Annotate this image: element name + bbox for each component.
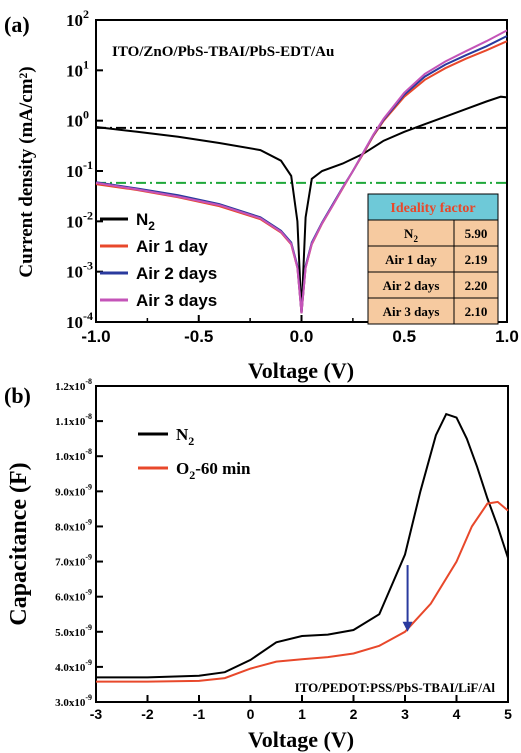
table-row-value: 2.20 [465,278,488,293]
series-line-1 [96,500,509,683]
panel-a-label: (a) [4,12,30,37]
y-tick-label: 6.0x10-9 [55,588,92,604]
x-tick-label: 5 [504,706,512,722]
y-tick-label: 1.2x10-8 [55,377,92,393]
x-tick-label: 2 [350,706,358,722]
y-tick-label: 10-4 [66,309,93,332]
panel-b-x-axis-label: Voltage (V) [248,727,354,752]
y-tick-label: 10-2 [66,208,93,231]
y-tick-label: 1.0x10-8 [55,447,92,463]
y-tick-label: 10-3 [66,259,93,282]
panel-a-y-axis-label: Current density (mA/cm²) [16,66,37,277]
legend-label: Air 3 days [136,291,217,310]
legend-label: Air 1 day [136,237,208,256]
x-tick-label: 1 [298,706,306,722]
panel-b-legend: N2 O2-60 min [138,425,251,482]
panel-b-device-annotation: ITO/PEDOT:PSS/PbS-TBAI/LiF/Al [295,680,496,695]
panel-b-y-axis-label: Capacitance (F) [6,462,32,625]
panel-a-y-ticks: 10-4 10-3 10-2 10-1 100 101 102 [66,7,103,332]
panel-a: (a) -1.0 -0.5 0.0 0.5 1.0 10-410-310-210-110… [4,7,519,383]
x-tick-label: 4 [453,706,461,722]
panel-a-reference-lines [96,126,507,184]
table-label-cell [367,245,455,273]
panel-b: (b) -3 -2 -1 0 1 2 3 4 5 3.0x10-9 4.0x10-9 5.0x10-… [4,377,512,752]
x-tick-label: 1.0 [495,327,519,346]
panel-a-x-ticks: -1.0 -0.5 0.0 0.5 1.0 [81,315,519,346]
panel-a-x-axis-label: Voltage (V) [248,358,354,383]
x-tick-label: 0 [247,706,255,722]
x-tick-label: -1 [193,706,206,722]
table-row-value: 2.10 [465,304,488,319]
series-line-0 [95,95,508,314]
table-label-cell [367,297,455,325]
x-tick-label: -3 [90,706,103,722]
x-tick-label: 0.5 [392,327,416,346]
table-header-cell [367,193,499,221]
y-tick-label: 3.0x10-9 [55,693,92,709]
table-row-label: N2 [404,226,418,244]
panel-b-y-ticks: 3.0x10-9 4.0x10-9 5.0x10-9 6.0x10-9 7.0x10-9… [55,377,103,709]
x-tick-label: -1.0 [81,327,110,346]
table-row-label: Air 1 day [385,252,437,267]
table-header: Ideality factor [390,201,475,216]
table-row-value: 5.90 [465,226,488,241]
arrow-head [402,621,413,632]
table-value-cell [453,271,499,299]
y-tick-label: 1.1x10-8 [55,412,92,428]
panel-a-series [95,29,508,314]
legend-label: N2 [176,425,194,448]
table-row-label: Air 2 days [383,278,440,293]
y-tick-label: 100 [66,108,89,131]
y-tick-label: 10-1 [66,158,93,181]
y-tick-label: 101 [66,57,89,80]
x-tick-label: -2 [141,706,154,722]
y-tick-label: 7.0x10-9 [55,553,92,569]
table-row-value: 2.19 [465,252,488,267]
panel-a-legend: N2 Air 1 day Air 2 days Air 3 days [100,210,217,310]
table-label-cell [367,219,455,247]
panel-a-ideality-table: Ideality factor N2 5.90 Air 1 day 2.19 Air 2 … [367,193,499,325]
y-tick-label: 9.0x10-9 [55,482,92,498]
legend-label: O2-60 min [176,459,251,482]
panel-b-arrow [402,565,413,632]
panel-b-x-ticks: -3 -2 -1 0 1 2 3 4 5 [90,695,512,722]
series-line-3 [95,29,508,314]
panel-a-device-annotation: ITO/ZnO/PbS-TBAI/PbS-EDT/Au [112,44,334,60]
x-tick-label: 3 [401,706,409,722]
x-tick-label: 0.0 [290,327,314,346]
y-tick-label: 102 [66,7,89,30]
x-tick-label: -0.5 [184,327,213,346]
table-value-cell [453,297,499,325]
series-line-0 [96,412,509,679]
y-tick-label: 4.0x10-9 [55,658,92,674]
panel-b-series [96,412,509,683]
panel-b-label: (b) [4,383,31,408]
legend-label: Air 2 days [136,264,217,283]
table-row-label: Air 3 days [383,304,440,319]
y-tick-label: 5.0x10-9 [55,623,92,639]
legend-label: N2 [136,210,155,233]
y-tick-label: 8.0x10-9 [55,517,92,533]
